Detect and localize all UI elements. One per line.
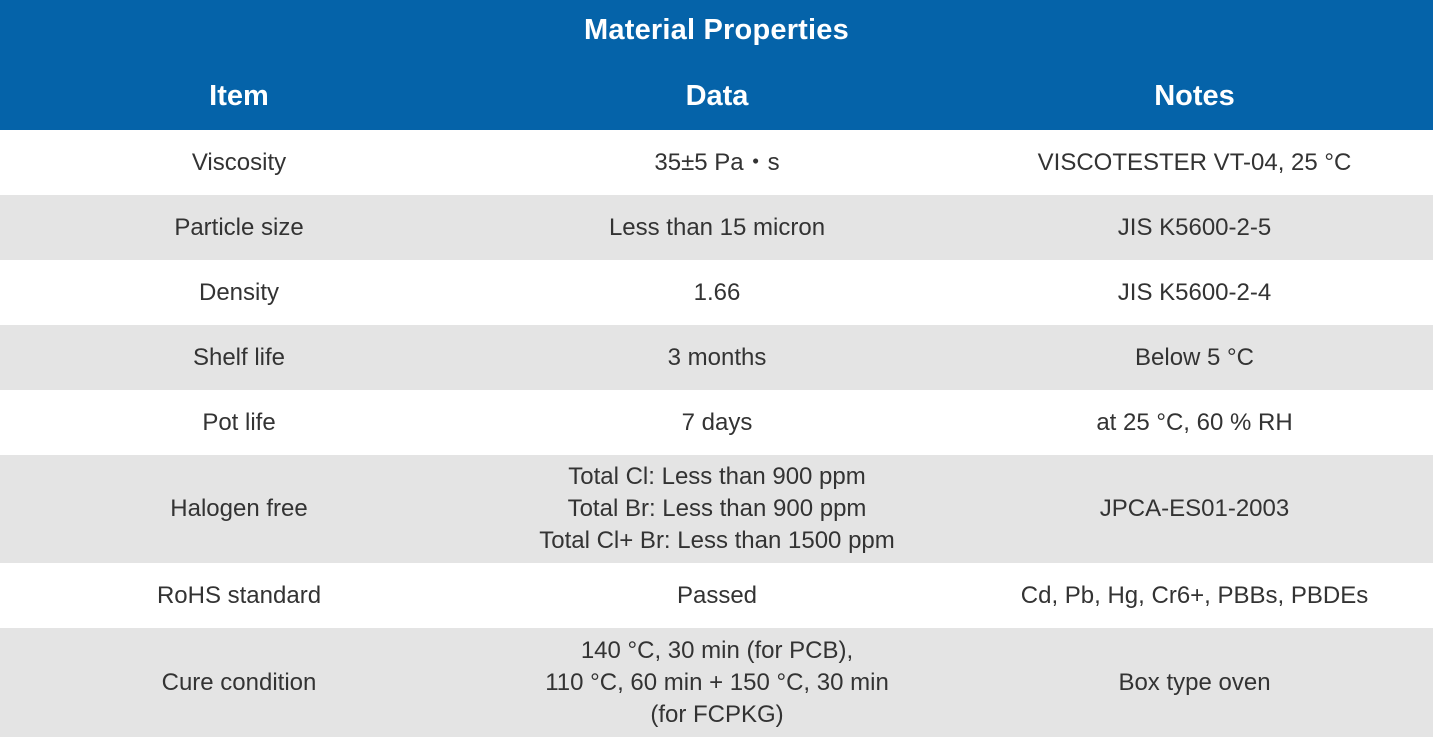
cell-notes: at 25 °C, 60 % RH — [1096, 408, 1293, 436]
cell-data-line: (for FCPKG) — [650, 700, 784, 728]
table-title: Material Properties — [584, 14, 849, 46]
cell-data: 35±5 Pa・s — [654, 148, 780, 176]
column-header-item: Item — [209, 80, 269, 112]
cell-item: RoHS standard — [156, 581, 322, 609]
cell-item: Density — [198, 278, 280, 306]
table-row: RoHS standard Passed Cd, Pb, Hg, Cr6+, P… — [0, 563, 1433, 628]
cell-notes: Cd, Pb, Hg, Cr6+, PBBs, PBDEs — [1020, 581, 1369, 609]
cell-item: Pot life — [202, 408, 276, 436]
cell-notes: JIS K5600-2-5 — [1117, 213, 1272, 241]
table-row: Density 1.66 JIS K5600-2-4 — [0, 260, 1433, 325]
column-headers: Item Data Notes — [0, 80, 1433, 120]
cell-data: Passed — [676, 581, 758, 609]
cell-item: Shelf life — [192, 343, 286, 371]
cell-notes: VISCOTESTER VT-04, 25 °C — [1037, 148, 1352, 176]
table-row: Shelf life 3 months Below 5 °C — [0, 325, 1433, 390]
cell-item: Particle size — [174, 213, 304, 241]
table-row: Viscosity 35±5 Pa・s VISCOTESTER VT-04, 2… — [0, 130, 1433, 195]
cell-item: Halogen free — [170, 495, 308, 522]
cell-data-line: 140 °C, 30 min (for PCB), — [580, 636, 854, 664]
cell-data: 3 months — [667, 343, 767, 371]
cell-item: Cure condition — [161, 668, 317, 696]
cell-data: 140 °C, 30 min (for PCB), 110 °C, 60 min… — [478, 635, 956, 731]
column-header-data: Data — [685, 80, 749, 112]
table-row: Pot life 7 days at 25 °C, 60 % RH — [0, 390, 1433, 455]
cell-notes: JIS K5600-2-4 — [1117, 278, 1272, 306]
table-row: Cure condition 140 °C, 30 min (for PCB),… — [0, 628, 1433, 737]
cell-data-line: 110 °C, 60 min + 150 °C, 30 min — [545, 668, 889, 696]
cell-notes: JPCA-ES01-2003 — [1099, 495, 1290, 522]
cell-data-line: Total Br: Less than 900 ppm — [567, 495, 867, 522]
cell-data: Less than 15 micron — [608, 213, 826, 241]
cell-data-line: Total Cl+ Br: Less than 1500 ppm — [539, 527, 895, 554]
cell-item: Viscosity — [191, 148, 287, 176]
cell-notes: Box type oven — [1118, 668, 1271, 696]
table-row: Halogen free Total Cl: Less than 900 ppm… — [0, 455, 1433, 563]
column-header-notes: Notes — [1154, 80, 1235, 112]
table-header: Material Properties Item Data Notes — [0, 0, 1433, 130]
cell-data: Total Cl: Less than 900 ppm Total Br: Le… — [478, 461, 956, 557]
cell-notes: Below 5 °C — [1135, 343, 1254, 371]
cell-data-line: Total Cl: Less than 900 ppm — [568, 463, 866, 490]
cell-data: 7 days — [681, 408, 753, 436]
cell-data: 1.66 — [693, 278, 741, 306]
table-row: Particle size Less than 15 micron JIS K5… — [0, 195, 1433, 260]
